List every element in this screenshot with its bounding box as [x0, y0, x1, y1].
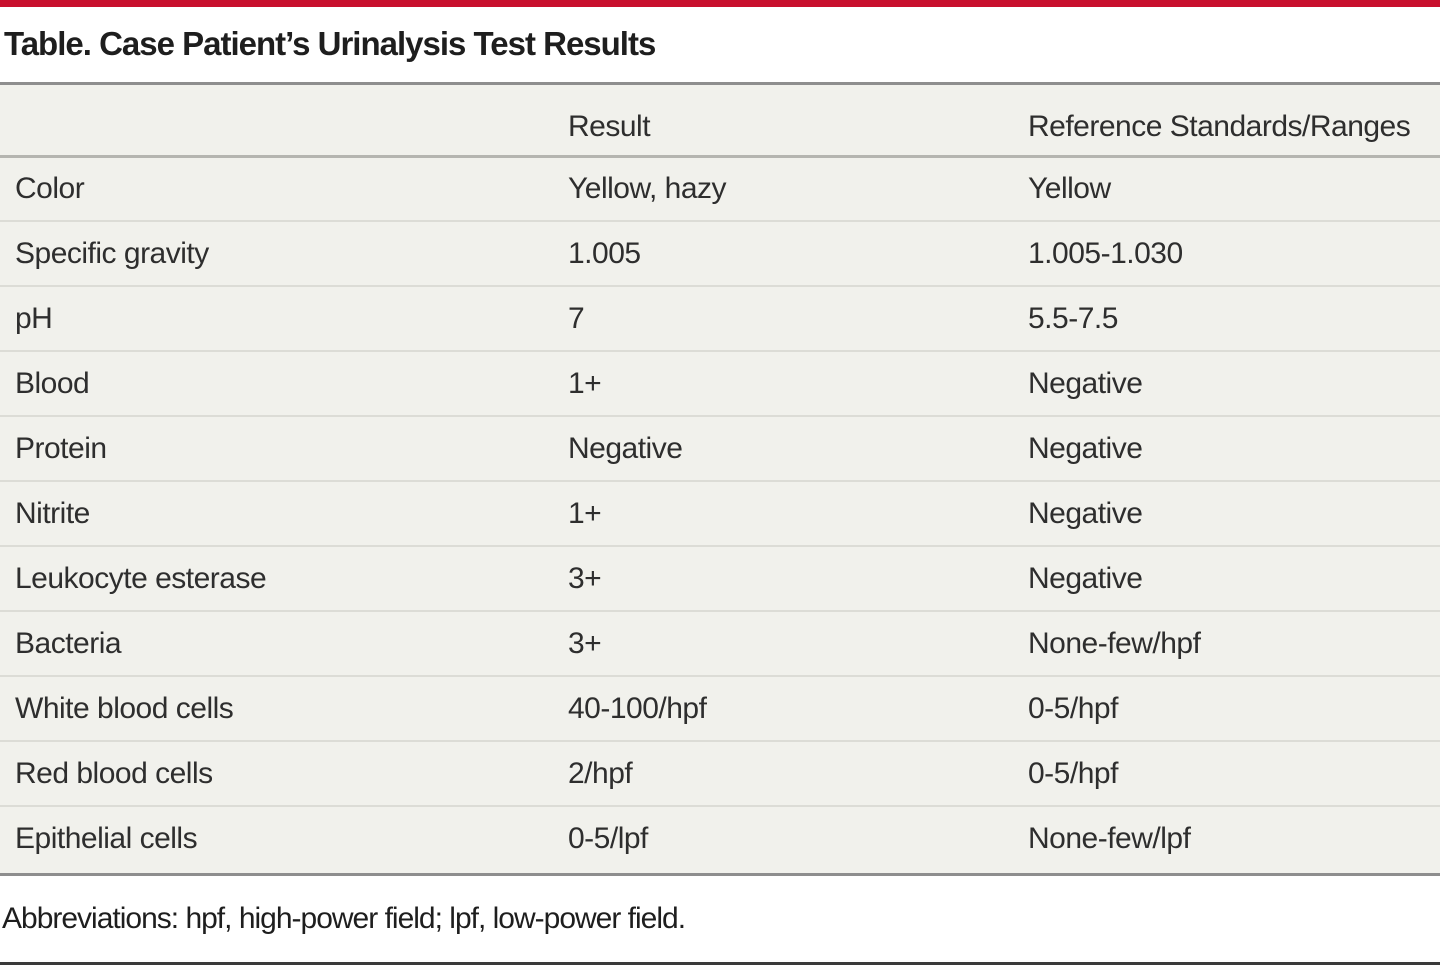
result-cell: 7 — [568, 286, 1028, 352]
reference-cell: Negative — [1028, 546, 1440, 612]
table-row: Bacteria 3+ None-few/hpf — [0, 611, 1440, 677]
table-row: Nitrite 1+ Negative — [0, 481, 1440, 547]
table-row: Blood 1+ Negative — [0, 351, 1440, 417]
table-row: Red blood cells 2/hpf 0-5/hpf — [0, 741, 1440, 807]
reference-cell: Negative — [1028, 416, 1440, 482]
table-row: White blood cells 40-100/hpf 0-5/hpf — [0, 676, 1440, 742]
test-name-cell: White blood cells — [0, 676, 568, 742]
table-container: Result Reference Standards/Ranges Color … — [0, 82, 1440, 876]
result-cell: 0-5/lpf — [568, 822, 648, 855]
table-row: Epithelial cells 0-5/lpf None-few/lpf — [0, 806, 1440, 871]
reference-cell: None-few/hpf — [1028, 611, 1440, 677]
reference-cell: Yellow — [1028, 156, 1440, 222]
reference-cell: 1.005-1.030 — [1028, 221, 1440, 287]
result-cell: 1+ — [568, 351, 1028, 417]
reference-cell: 5.5-7.5 — [1028, 286, 1440, 352]
result-cell: 1+ — [568, 481, 1028, 547]
header-result: Result — [568, 85, 1028, 158]
result-cell: 40-100/hpf — [568, 676, 1028, 742]
abbreviations-footnote: Abbreviations: hpf, high-power field; lp… — [2, 902, 686, 935]
test-name-cell: Leukocyte esterase — [0, 546, 568, 612]
test-name-cell: Color — [0, 156, 568, 222]
result-cell: 2/hpf — [568, 741, 1028, 807]
table-title: Table. Case Patient’s Urinalysis Test Re… — [4, 25, 656, 62]
table-row: Leukocyte esterase 3+ Negative — [0, 546, 1440, 612]
result-cell: 3+ — [568, 611, 1028, 677]
test-name-cell: Epithelial cells — [15, 822, 198, 855]
result-cell: 1.005 — [568, 221, 1028, 287]
reference-cell: Negative — [1028, 481, 1440, 547]
test-name-cell: Blood — [0, 351, 568, 417]
test-name-cell: Red blood cells — [0, 741, 568, 807]
reference-cell: Negative — [1028, 351, 1440, 417]
result-cell: Yellow, hazy — [568, 156, 1028, 222]
test-name-cell: Specific gravity — [0, 221, 568, 287]
reference-cell: 0-5/hpf — [1028, 741, 1440, 807]
header-test — [0, 85, 568, 158]
test-name-cell: pH — [0, 286, 568, 352]
reference-cell: 0-5/hpf — [1028, 676, 1440, 742]
table-header-row: Result Reference Standards/Ranges — [0, 85, 1440, 158]
top-accent-rule — [0, 0, 1440, 7]
urinalysis-table: Result Reference Standards/Ranges Color … — [0, 85, 1440, 871]
table-row: Color Yellow, hazy Yellow — [0, 156, 1440, 222]
header-reference: Reference Standards/Ranges — [1028, 85, 1440, 158]
test-name-cell: Nitrite — [0, 481, 568, 547]
bottom-rule — [0, 962, 1440, 965]
table-row: Protein Negative Negative — [0, 416, 1440, 482]
test-name-cell: Protein — [0, 416, 568, 482]
test-name-cell: Bacteria — [0, 611, 568, 677]
table-row: Specific gravity 1.005 1.005-1.030 — [0, 221, 1440, 287]
reference-cell: None-few/lpf — [1028, 822, 1191, 855]
result-cell: 3+ — [568, 546, 1028, 612]
table-row: pH 7 5.5-7.5 — [0, 286, 1440, 352]
result-cell: Negative — [568, 416, 1028, 482]
